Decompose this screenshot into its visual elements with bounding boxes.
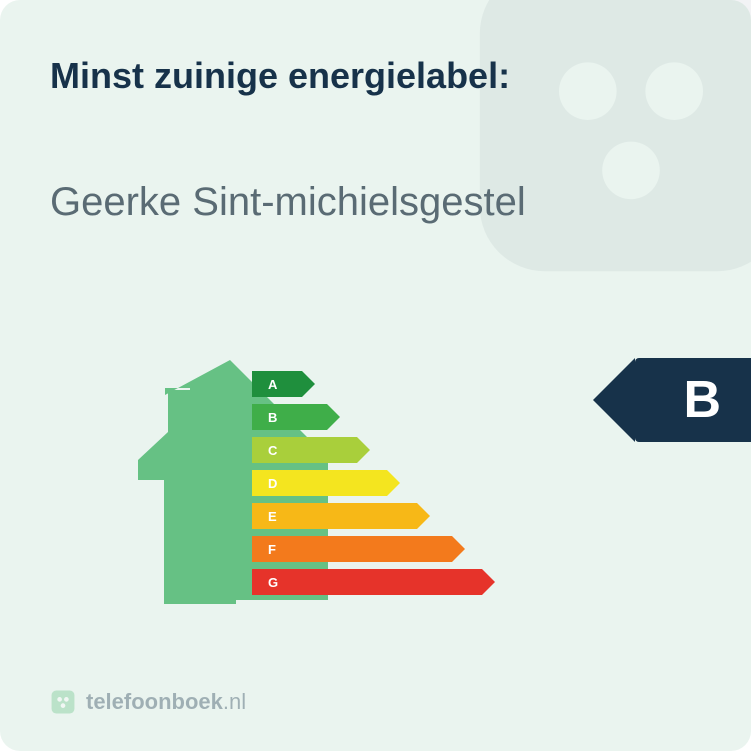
bar-label: C — [268, 443, 277, 458]
bar-label: D — [268, 476, 277, 491]
footer-brand: telefoonboek.nl — [86, 689, 246, 715]
energy-bar-g: G — [252, 568, 672, 596]
watermark-logo — [451, 0, 751, 300]
rating-badge: B — [635, 358, 751, 442]
page-title: Minst zuinige energielabel: — [50, 55, 510, 97]
bar-label: F — [268, 542, 276, 557]
energy-bar-e: E — [252, 502, 672, 530]
location-subtitle: Geerke Sint-michielsgestel — [50, 180, 526, 225]
energy-bar-d: D — [252, 469, 672, 497]
footer-brand-tld: .nl — [223, 689, 246, 714]
energy-bar-f: F — [252, 535, 672, 563]
bar-label: A — [268, 377, 277, 392]
bar-label: E — [268, 509, 277, 524]
footer: telefoonboek.nl — [50, 689, 246, 715]
rating-badge-label: B — [683, 370, 721, 430]
bar-label: B — [268, 410, 277, 425]
footer-brand-name: telefoonboek — [86, 689, 223, 714]
bar-label: G — [268, 575, 278, 590]
footer-logo-icon — [50, 689, 76, 715]
card: Minst zuinige energielabel: Geerke Sint-… — [0, 0, 751, 751]
